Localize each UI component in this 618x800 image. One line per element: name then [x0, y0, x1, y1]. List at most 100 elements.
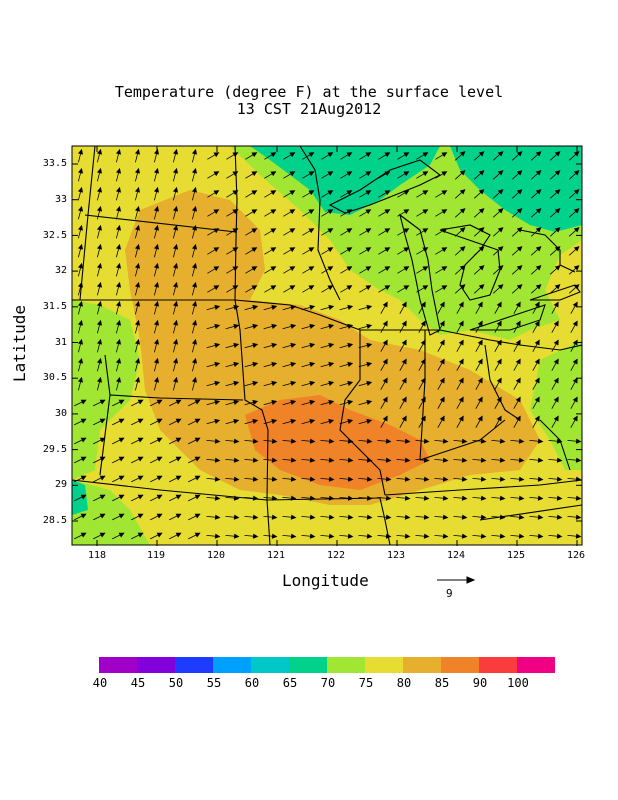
wind-vector [153, 205, 160, 220]
wind-vector [416, 266, 429, 274]
wind-vector [282, 399, 297, 406]
wind-vector [207, 152, 220, 160]
wind-vector [339, 533, 354, 539]
wind-vector [339, 399, 354, 406]
wind-vector [301, 495, 316, 501]
wind-vector [456, 415, 464, 428]
wind-vector [492, 189, 504, 199]
wind-vector [434, 533, 449, 539]
wind-vector [74, 532, 87, 540]
wind-vector [529, 495, 544, 501]
wind-vector [301, 361, 316, 368]
wind-vector [415, 533, 430, 539]
wind-vector [77, 281, 84, 296]
wind-vector [115, 262, 122, 277]
wind-vector [172, 205, 179, 220]
wind-vector [568, 189, 580, 199]
wind-vector [131, 418, 144, 426]
wind-vector [320, 380, 335, 387]
wind-vector [226, 152, 239, 160]
wind-vector [225, 399, 240, 406]
wind-vector [206, 399, 221, 406]
wind-vector [74, 437, 87, 445]
wind-vector [513, 396, 521, 409]
wind-vector [358, 323, 373, 330]
wind-vector [263, 476, 278, 482]
wind-vector [169, 399, 182, 407]
wind-vector [568, 284, 580, 294]
wind-vector [320, 418, 335, 425]
wind-vector [456, 396, 464, 409]
wind-vector [172, 186, 179, 201]
wind-vector [530, 189, 542, 199]
wind-vector [169, 475, 182, 483]
wind-vector [302, 266, 315, 274]
wind-vector [263, 304, 278, 311]
wind-vector [134, 357, 141, 372]
y-tick-label: 33 [54, 194, 67, 205]
wind-vector [244, 533, 259, 539]
wind-vector [206, 323, 221, 330]
wind-vector [511, 265, 523, 275]
wind-vector [283, 209, 296, 217]
wind-vector [492, 151, 504, 161]
colorbar-label: 100 [507, 676, 529, 690]
wind-vector [172, 262, 179, 277]
wind-vector [206, 457, 221, 463]
wind-vector [188, 437, 201, 445]
wind-vector [530, 246, 542, 256]
wind-vector [134, 167, 141, 182]
wind-vector [153, 224, 160, 239]
zone-80-85-plains [125, 190, 540, 505]
wind-vector [263, 533, 278, 539]
wind-vector [359, 285, 372, 293]
wind-vector [77, 167, 84, 182]
wind-vector [225, 380, 240, 387]
wind-vector [134, 224, 141, 239]
wind-vector [225, 418, 240, 425]
wind-vector [532, 301, 540, 314]
wind-vector [551, 320, 559, 333]
wind-vector [245, 209, 258, 217]
wind-vector [188, 532, 201, 540]
wind-vector [96, 262, 103, 277]
wind-vector [454, 227, 466, 237]
wind-vector [244, 323, 259, 330]
wind-vector [207, 266, 220, 274]
wind-vector [530, 227, 542, 237]
wind-vector [77, 186, 84, 201]
wind-vector [397, 247, 410, 255]
wind-vector [302, 228, 315, 236]
wind-vector [301, 514, 316, 520]
colorbar-swatch [251, 657, 289, 673]
zone-65-70-northeast [450, 146, 582, 232]
wind-vector [378, 285, 391, 293]
wind-vector [532, 358, 540, 371]
wind-vector [510, 457, 525, 463]
wind-vector [418, 415, 426, 428]
wind-vector [131, 513, 144, 521]
wind-vector [134, 300, 141, 315]
wind-vector [416, 209, 429, 217]
wind-vector [435, 266, 448, 274]
wind-vector [456, 339, 464, 352]
wind-vector [491, 514, 506, 520]
wind-vector [115, 167, 122, 182]
wind-vector [570, 377, 578, 390]
wind-vector [511, 151, 523, 161]
wind-vector [472, 533, 487, 539]
wind-vector [207, 228, 220, 236]
wind-vector [475, 339, 483, 352]
wind-vector [399, 377, 407, 390]
wind-vector [321, 285, 334, 293]
wind-vector [93, 456, 106, 464]
wind-vector [494, 415, 502, 428]
wind-vector [282, 533, 297, 539]
wind-vector [378, 266, 391, 274]
wind-vector [475, 358, 483, 371]
wind-vector [491, 457, 506, 463]
wind-vector [112, 494, 125, 502]
colorbar-swatch [403, 657, 441, 673]
wind-vector [359, 209, 372, 217]
colorbar-label: 50 [168, 676, 184, 690]
